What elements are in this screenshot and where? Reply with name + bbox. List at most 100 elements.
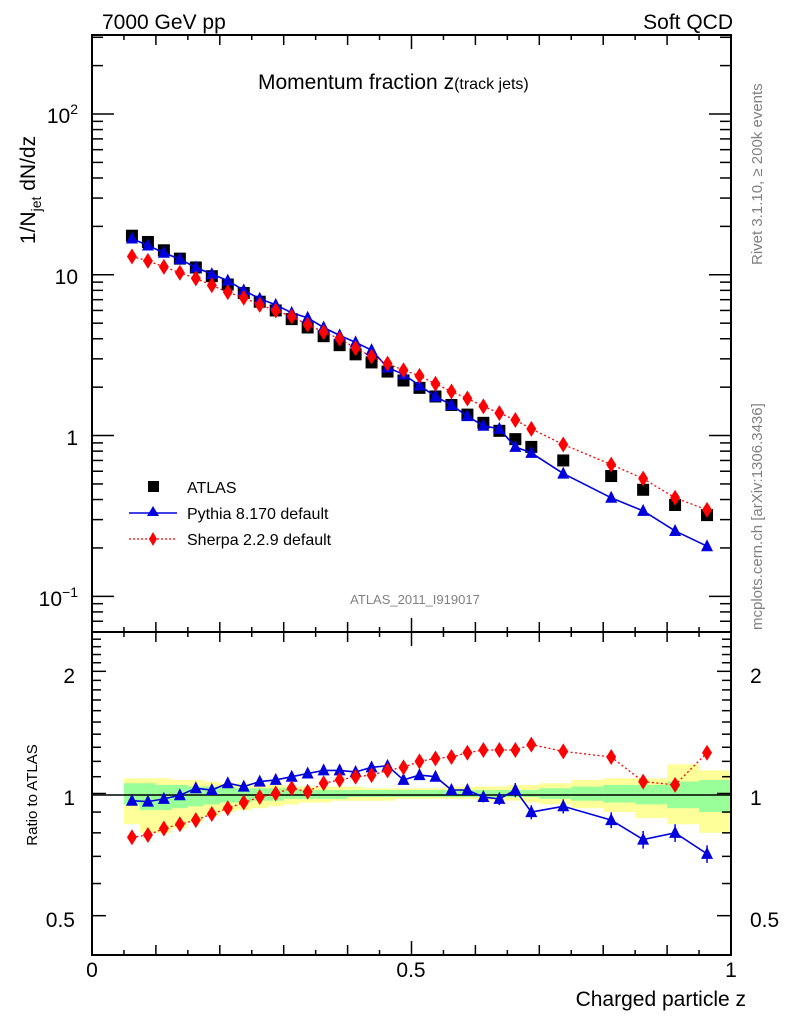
data-point [382, 762, 393, 779]
data-point [638, 773, 649, 790]
data-point [205, 267, 218, 280]
data-point [557, 799, 570, 812]
data-point [397, 772, 410, 785]
legend-label-sherpa: Sherpa 2.2.9 default [187, 532, 332, 549]
data-point [221, 776, 234, 789]
data-point [669, 825, 682, 838]
legend-triangle-marker-icon [147, 506, 159, 516]
data-point [413, 378, 426, 391]
data-point [637, 832, 650, 845]
data-point [286, 308, 297, 325]
data-point [557, 454, 570, 467]
data-point [350, 768, 361, 785]
stat-uncertainty-band-bin [603, 784, 636, 803]
legend: ATLAS Pythia 8.170 default Sherpa 2.2.9 … [129, 480, 332, 549]
header-left: 7000 GeV pp [102, 11, 226, 34]
data-point [318, 775, 329, 792]
ratio-ytick-label-2: 2 [63, 665, 75, 688]
data-point [477, 790, 490, 803]
data-point [206, 277, 217, 294]
ylabel-sub: jet [28, 197, 44, 213]
data-point [398, 759, 409, 776]
data-point [158, 820, 169, 837]
stat-uncertainty-band-bin [347, 790, 364, 798]
stat-uncertainty-band-bin [363, 790, 380, 798]
data-point [173, 252, 186, 265]
ytick-label-1: 1 [66, 427, 78, 450]
xtick-label-0: 0 [86, 959, 98, 982]
data-point [158, 258, 169, 275]
ratio-ytick-label-right-1: 1 [750, 787, 762, 810]
legend-item-pythia: Pythia 8.170 default [129, 506, 329, 523]
stat-uncertainty-band-bin [571, 786, 604, 801]
data-point [605, 490, 618, 503]
data-point [317, 763, 330, 776]
legend-square-marker-icon [148, 481, 159, 492]
data-point [494, 741, 505, 758]
stat-uncertainty-band-bin [379, 790, 396, 798]
data-point [558, 436, 569, 453]
data-point [270, 302, 281, 319]
data-point [558, 743, 569, 760]
data-point [238, 794, 249, 811]
data-point [350, 340, 361, 357]
data-point [253, 774, 266, 787]
data-point [126, 248, 137, 265]
data-point [142, 252, 153, 269]
data-point [222, 800, 233, 817]
data-point [526, 736, 537, 753]
plot-title-suffix: (track jets) [454, 76, 529, 93]
data-point [333, 763, 346, 776]
data-point [670, 776, 681, 793]
data-point [126, 829, 137, 846]
ratio-ytick-label-right-0.5: 0.5 [750, 909, 779, 932]
data-point [446, 383, 457, 400]
data-point [398, 362, 409, 379]
data-point [638, 470, 649, 487]
data-point [445, 397, 458, 410]
stat-uncertainty-band-bin [427, 790, 444, 798]
stat-uncertainty-band-bin [699, 779, 731, 813]
data-point [414, 367, 425, 384]
data-point [429, 769, 442, 782]
main-y-axis-label: 1/Njet dN/dz [17, 136, 44, 244]
xtick-label-0.5: 0.5 [396, 959, 425, 982]
data-point [125, 793, 138, 806]
rivet-version-label: Rivet 3.1.10, ≥ 200k events [749, 83, 766, 265]
xtick-label-1: 1 [725, 959, 737, 982]
data-point [605, 813, 618, 826]
data-point [237, 779, 250, 792]
data-point [509, 433, 522, 446]
data-point [334, 330, 345, 347]
legend-item-atlas: ATLAS [148, 480, 237, 497]
ratio-series-sherpa [126, 736, 713, 846]
ratio-ytick-label-1: 1 [63, 787, 75, 810]
data-point [382, 355, 393, 372]
data-point [334, 771, 345, 788]
data-point [637, 483, 650, 496]
data-point [174, 264, 185, 281]
data-point [222, 284, 233, 301]
data-point [701, 846, 714, 859]
data-point [157, 245, 170, 258]
plot-title-main: Momentum fraction z [258, 71, 454, 94]
data-point [701, 539, 714, 552]
data-point [445, 783, 458, 796]
ratio-y-axis-label: Ratio to ATLAS [24, 744, 41, 845]
analysis-id-watermark: ATLAS_2011_I919017 [350, 592, 480, 607]
stat-uncertainty-band-bin [539, 788, 572, 799]
data-point [478, 741, 489, 758]
data-point [285, 769, 298, 782]
data-point [173, 788, 186, 801]
data-point [509, 783, 522, 796]
mcplots-credit-label: mcplots.cern.ch [arXiv:1306.3436] [749, 403, 766, 630]
data-point [366, 767, 377, 784]
stat-uncertainty-band-bin [411, 790, 428, 798]
data-point [254, 296, 265, 313]
ratio-ytick-label-0.5: 0.5 [46, 909, 75, 932]
data-point [221, 273, 234, 286]
data-point [669, 523, 682, 536]
data-point [205, 783, 218, 796]
ylabel-post: dN/dz [17, 136, 40, 197]
